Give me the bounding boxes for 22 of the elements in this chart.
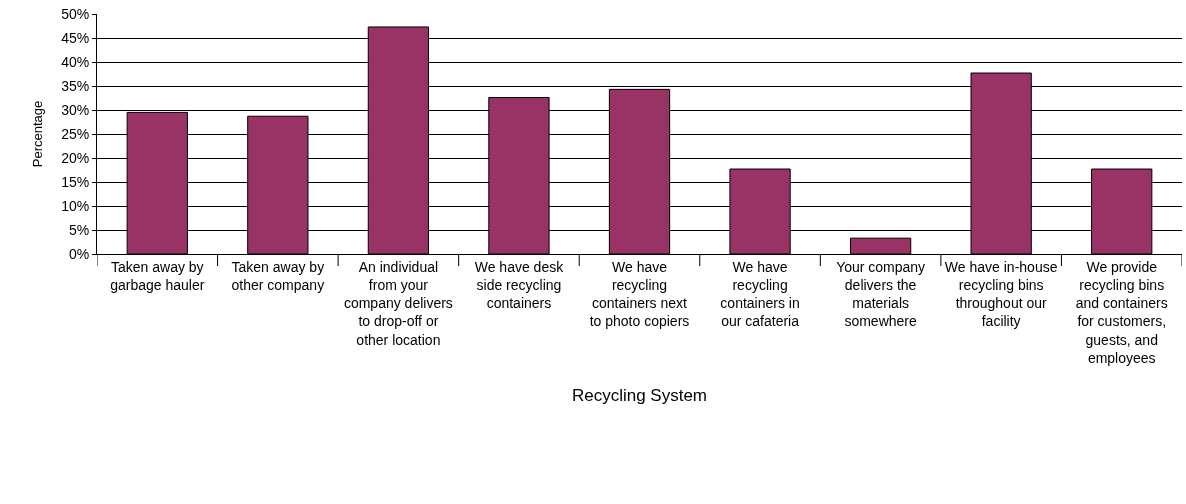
- y-tick-label: 45%: [61, 29, 90, 46]
- y-tick-label: 35%: [61, 77, 90, 94]
- x-tick-label: Your company delivers the materials somewhere: [836, 258, 926, 330]
- y-tick-label: 25%: [61, 125, 90, 142]
- x-tick-label: We provide recycling bins and containers for customers, guests, and employees: [1075, 258, 1168, 366]
- x-tick-label: An individual from your company delivers to drop-off or other location: [343, 258, 453, 348]
- x-tick-label: We have in-house recycling bins throughout our facility: [944, 258, 1058, 330]
- y-tick-label: 40%: [61, 53, 90, 70]
- x-axis-title: Recycling System: [571, 386, 708, 406]
- x-tick-label: Taken away by garbage hauler: [110, 258, 205, 293]
- y-tick-label: 0%: [68, 245, 90, 262]
- y-tick-label: 15%: [61, 173, 90, 190]
- y-tick-label: 30%: [61, 101, 90, 118]
- x-tick-label: We have desk side recycling containers: [474, 258, 565, 312]
- y-axis-title: Percentage: [30, 100, 46, 168]
- x-tick-label: We have recycling containers in our cafateria: [720, 258, 800, 330]
- y-tick-label: 50%: [61, 5, 90, 22]
- x-tick-label: Taken away by other company: [231, 258, 325, 293]
- x-tick-label: We have recycling containers next to photo copiers: [589, 258, 690, 330]
- y-tick-label: 5%: [68, 221, 90, 238]
- y-tick-label: 20%: [61, 149, 90, 166]
- y-tick-label: 10%: [61, 197, 90, 214]
